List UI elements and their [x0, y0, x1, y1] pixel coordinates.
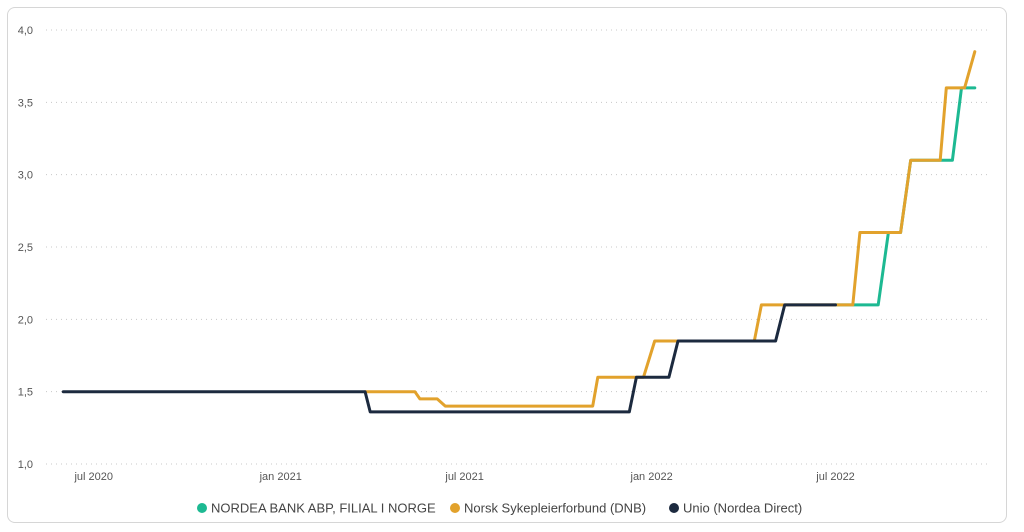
legend-item-1[interactable]: NORDEA BANK ABP, FILIAL I NORGE: [197, 501, 436, 516]
legend[interactable]: NORDEA BANK ABP, FILIAL I NORGE Norsk Syk…: [197, 501, 802, 516]
legend-item-2[interactable]: Norsk Sykepleierforbund (DNB): [450, 501, 646, 516]
legend-marker: [669, 503, 679, 513]
y-tick-label: 4,0: [18, 25, 33, 37]
x-tick-label: jul 2021: [444, 471, 484, 483]
chart-card: [7, 7, 1007, 523]
x-tick-label: jul 2020: [73, 471, 113, 483]
y-axis-ticks: 1,0 1,5 2,0 2,5 3,0 3,5 4,0: [18, 25, 33, 471]
series-line-3: [61, 303, 837, 414]
x-axis-ticks: jul 2020 jan 2021 jul 2021 jan 2022 jul 2022: [73, 471, 854, 483]
x-tick-label: jan 2021: [259, 471, 302, 483]
series-lines: [61, 50, 977, 414]
y-tick-label: 2,5: [18, 242, 33, 254]
legend-item-3[interactable]: Unio (Nordea Direct): [669, 501, 802, 516]
legend-marker: [450, 503, 460, 513]
y-tick-label: 1,5: [18, 387, 33, 399]
y-tick-label: 2,0: [18, 314, 33, 326]
y-tick-label: 3,5: [18, 97, 33, 109]
x-tick-label: jan 2022: [630, 471, 673, 483]
legend-label: NORDEA BANK ABP, FILIAL I NORGE: [211, 501, 436, 516]
series-line-2: [363, 50, 977, 408]
legend-marker: [197, 503, 207, 513]
y-tick-label: 1,0: [18, 459, 33, 471]
legend-label: Norsk Sykepleierforbund (DNB): [464, 501, 646, 516]
x-tick-label: jul 2022: [815, 471, 855, 483]
y-tick-label: 3,0: [18, 170, 33, 182]
legend-label: Unio (Nordea Direct): [683, 501, 802, 516]
gridlines: [46, 29, 990, 465]
